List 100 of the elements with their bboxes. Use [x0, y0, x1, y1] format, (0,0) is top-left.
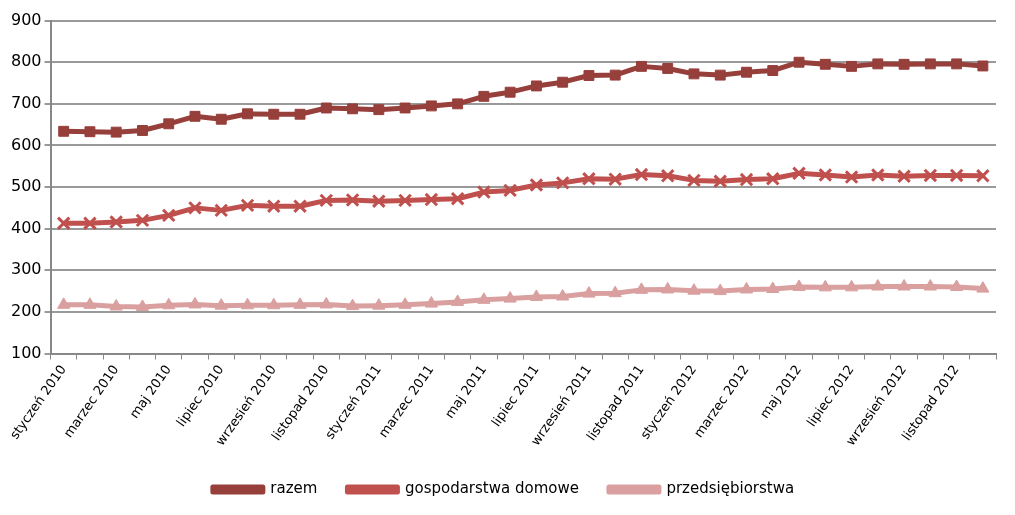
y-tick-label: 800	[10, 51, 42, 71]
point	[844, 169, 859, 185]
point	[662, 63, 674, 74]
point	[109, 214, 124, 230]
point	[661, 281, 675, 294]
point	[765, 171, 780, 186]
point	[347, 103, 359, 115]
point	[320, 102, 332, 114]
point	[372, 298, 386, 310]
point	[84, 126, 96, 138]
point	[161, 208, 176, 223]
point	[634, 282, 649, 294]
y-tick-label: 900	[10, 9, 42, 29]
point	[609, 69, 621, 81]
point	[976, 281, 990, 293]
point	[582, 286, 596, 298]
y-tick-label: 500	[10, 176, 42, 196]
point	[215, 113, 227, 125]
point	[82, 216, 98, 231]
point	[951, 58, 963, 70]
point	[923, 279, 937, 291]
point	[608, 285, 622, 298]
point	[819, 58, 831, 70]
point	[345, 192, 360, 208]
point	[766, 281, 780, 294]
point	[109, 299, 123, 311]
point	[791, 166, 807, 181]
point	[319, 193, 334, 208]
point	[397, 193, 413, 208]
y-tick-label: 600	[10, 134, 42, 154]
point	[371, 194, 386, 209]
point	[872, 58, 884, 70]
y-tick-label: 700	[10, 92, 42, 112]
point	[187, 200, 203, 216]
point	[214, 203, 229, 218]
point	[58, 125, 70, 137]
point	[503, 291, 517, 303]
point	[713, 283, 727, 296]
point	[714, 69, 726, 81]
point	[346, 298, 360, 311]
point	[793, 56, 805, 68]
point	[581, 171, 597, 186]
point	[451, 294, 465, 306]
point	[163, 118, 175, 130]
point	[188, 296, 202, 309]
point	[688, 68, 700, 80]
point	[137, 125, 148, 136]
point	[292, 199, 308, 214]
point	[240, 297, 255, 310]
point	[319, 296, 333, 309]
point	[739, 172, 754, 187]
point	[529, 289, 543, 301]
point	[949, 168, 964, 183]
point	[110, 126, 122, 138]
point	[557, 76, 569, 88]
point	[83, 297, 97, 309]
point	[294, 108, 306, 120]
point	[189, 110, 201, 122]
point	[555, 175, 570, 191]
point	[529, 177, 544, 193]
point	[135, 299, 150, 311]
point	[924, 58, 936, 70]
point	[583, 70, 595, 81]
point	[162, 297, 176, 310]
point	[135, 213, 150, 228]
point	[818, 279, 832, 292]
point	[267, 297, 281, 310]
point	[242, 108, 253, 120]
point	[425, 100, 437, 112]
point	[636, 60, 647, 72]
point	[56, 216, 71, 231]
point	[477, 292, 491, 304]
y-tick-label: 200	[10, 301, 42, 321]
y-tick-label: 400	[10, 217, 42, 237]
legend-label: razem	[270, 479, 318, 498]
point	[634, 167, 649, 182]
point	[399, 102, 411, 114]
point	[373, 104, 385, 116]
point	[739, 281, 754, 294]
point	[266, 199, 281, 214]
point	[214, 298, 228, 310]
point	[686, 173, 702, 188]
point	[977, 60, 989, 72]
point	[898, 58, 910, 70]
point	[398, 297, 412, 309]
point	[424, 192, 439, 207]
point	[476, 184, 492, 200]
point	[818, 167, 833, 183]
point	[502, 183, 518, 198]
point	[293, 297, 307, 309]
point	[450, 191, 465, 206]
point	[660, 168, 675, 183]
point	[556, 289, 570, 301]
legend-label: przedsiębiorstwa	[666, 479, 795, 498]
point	[530, 80, 542, 92]
point	[896, 169, 912, 184]
point	[608, 172, 623, 187]
point	[870, 167, 885, 183]
point	[950, 279, 964, 291]
legend-label: gospodarstwa domowe	[404, 479, 579, 498]
